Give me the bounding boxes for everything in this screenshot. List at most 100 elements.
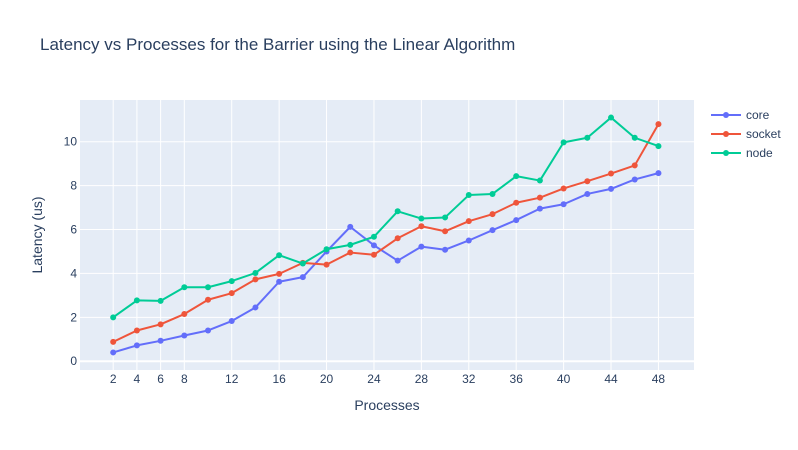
data-point-node[interactable] [370, 233, 377, 240]
legend-label: core [746, 108, 770, 122]
x-tick-label: 32 [462, 372, 476, 386]
x-tick-label: 24 [367, 372, 381, 386]
data-point-socket[interactable] [394, 235, 401, 242]
x-tick-label: 16 [272, 372, 286, 386]
data-point-core[interactable] [560, 201, 567, 208]
data-point-core[interactable] [513, 217, 520, 224]
series-socket [110, 121, 662, 345]
data-point-socket[interactable] [133, 327, 140, 334]
data-point-socket[interactable] [370, 251, 377, 258]
data-point-node[interactable] [347, 241, 354, 248]
data-point-node[interactable] [394, 208, 401, 215]
data-point-core[interactable] [299, 274, 306, 281]
data-point-node[interactable] [133, 297, 140, 304]
data-point-socket[interactable] [536, 194, 543, 201]
y-tick-label: 2 [70, 310, 77, 324]
data-point-socket[interactable] [157, 321, 164, 328]
series-layer [110, 114, 662, 356]
data-point-core[interactable] [608, 185, 615, 192]
data-point-node[interactable] [323, 246, 330, 253]
data-point-node[interactable] [631, 134, 638, 141]
data-point-node[interactable] [299, 260, 306, 267]
y-tick-label: 6 [70, 223, 77, 237]
legend[interactable]: core socket node [711, 108, 781, 160]
data-point-core[interactable] [157, 337, 164, 344]
x-tick-label: 12 [225, 372, 239, 386]
data-point-core[interactable] [584, 190, 591, 197]
data-point-core[interactable] [110, 349, 117, 356]
data-point-core[interactable] [228, 318, 235, 325]
data-point-socket[interactable] [418, 223, 425, 230]
data-point-node[interactable] [584, 134, 591, 141]
series-line-socket [112, 123, 660, 343]
x-tick-label: 36 [510, 372, 524, 386]
data-point-core[interactable] [631, 176, 638, 183]
legend-label: socket [746, 127, 781, 141]
x-tick-label: 40 [557, 372, 571, 386]
data-point-socket[interactable] [323, 261, 330, 268]
y-axis-title: Latency (us) [29, 196, 45, 273]
data-point-node[interactable] [513, 173, 520, 180]
data-point-node[interactable] [418, 215, 425, 222]
legend-item-socket[interactable]: socket [711, 127, 781, 141]
data-point-socket[interactable] [465, 218, 472, 225]
gridlines [80, 100, 694, 370]
data-point-socket[interactable] [110, 338, 117, 345]
data-point-core[interactable] [655, 170, 662, 177]
data-point-socket[interactable] [560, 185, 567, 192]
data-point-core[interactable] [536, 205, 543, 212]
y-tick-label: 8 [70, 179, 77, 193]
data-point-socket[interactable] [205, 296, 212, 303]
legend-item-node[interactable]: node [711, 146, 773, 160]
data-point-node[interactable] [228, 278, 235, 285]
data-point-socket[interactable] [513, 199, 520, 206]
data-point-socket[interactable] [228, 290, 235, 297]
data-point-core[interactable] [489, 227, 496, 234]
data-point-core[interactable] [205, 327, 212, 334]
data-point-core[interactable] [418, 243, 425, 250]
data-point-socket[interactable] [181, 311, 188, 318]
data-point-node[interactable] [181, 284, 188, 291]
data-point-node[interactable] [276, 252, 283, 259]
data-point-core[interactable] [133, 342, 140, 349]
data-point-core[interactable] [252, 304, 259, 311]
data-point-socket[interactable] [276, 270, 283, 277]
data-point-core[interactable] [276, 278, 283, 285]
data-point-socket[interactable] [252, 276, 259, 283]
x-tick-label: 44 [604, 372, 618, 386]
data-point-node[interactable] [442, 214, 449, 221]
x-tick-label: 4 [134, 372, 141, 386]
data-point-node[interactable] [536, 177, 543, 184]
data-point-core[interactable] [442, 246, 449, 253]
plot-area [80, 100, 694, 370]
data-point-socket[interactable] [631, 162, 638, 169]
data-point-core[interactable] [347, 223, 354, 230]
chart-title: Latency vs Processes for the Barrier usi… [40, 35, 515, 54]
data-point-node[interactable] [655, 143, 662, 150]
data-point-socket[interactable] [347, 249, 354, 256]
data-point-core[interactable] [394, 257, 401, 264]
data-point-socket[interactable] [655, 121, 662, 128]
data-point-core[interactable] [181, 332, 188, 339]
x-tick-label: 28 [415, 372, 429, 386]
legend-item-core[interactable]: core [711, 108, 770, 122]
series-line-node [112, 116, 659, 319]
data-point-socket[interactable] [442, 228, 449, 235]
data-point-node[interactable] [252, 269, 259, 276]
data-point-socket[interactable] [584, 178, 591, 185]
data-point-node[interactable] [489, 190, 496, 197]
y-axis-ticks: 0 2 4 6 8 10 [64, 135, 78, 369]
data-point-socket[interactable] [489, 211, 496, 218]
data-point-node[interactable] [157, 297, 164, 304]
data-point-node[interactable] [608, 114, 615, 121]
data-point-core[interactable] [465, 237, 472, 244]
data-point-node[interactable] [560, 139, 567, 146]
y-tick-label: 10 [64, 135, 78, 149]
data-point-node[interactable] [465, 192, 472, 199]
data-point-core[interactable] [370, 242, 377, 249]
legend-swatch-marker [723, 131, 729, 137]
data-point-node[interactable] [110, 314, 117, 321]
data-point-socket[interactable] [608, 170, 615, 177]
data-point-node[interactable] [205, 284, 212, 291]
